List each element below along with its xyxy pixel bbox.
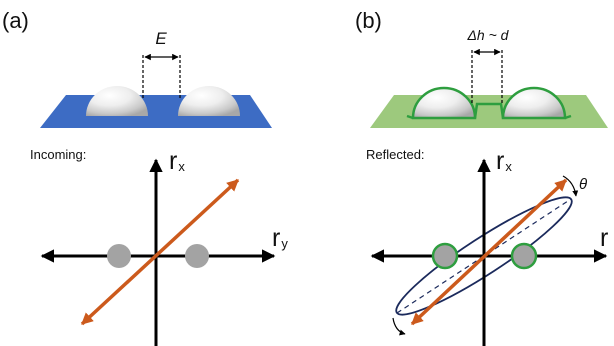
panel-b-label: (b) <box>355 8 382 33</box>
panel-a-dome-left <box>86 86 148 116</box>
panel-a-dome-right <box>178 86 240 116</box>
panel-b-angle-arc-top <box>562 175 579 197</box>
panel-b-surface <box>370 95 608 128</box>
panel-b-dome-right <box>501 86 567 120</box>
panel-b-contour <box>406 102 572 120</box>
panel-a-gap-label: E <box>155 29 167 48</box>
panel-b-gap-label: Δh ~ d <box>467 27 510 43</box>
panel-a-axis-vertical-label: rx <box>169 147 185 175</box>
panel-a-dot-left <box>107 244 131 268</box>
panel-a-dot-right <box>185 244 209 268</box>
panel-b-angle-arc-bottom <box>392 317 406 336</box>
panel-a-label: (a) <box>2 8 29 33</box>
panel-b-angle-label: θ <box>579 176 587 193</box>
panel-b-axis-horizontal-label: r <box>600 224 608 252</box>
panel-a-caption: Incoming: <box>30 147 86 162</box>
panel-a-ray <box>80 178 240 326</box>
panel-b-ray <box>410 178 568 326</box>
panel-a-axis-horizontal-label: ry <box>272 224 288 252</box>
panel-a: (a) E Incoming: rx ry <box>2 8 288 346</box>
panel-b-axis-vertical-label: rx <box>496 147 512 175</box>
panel-b-dome-left <box>411 86 477 120</box>
panel-b: (b) Δh ~ d Reflected: rx r θ <box>355 8 608 346</box>
panel-b-dot-right <box>510 242 538 270</box>
panel-b-dot-left <box>431 242 459 270</box>
panel-b-caption: Reflected: <box>366 147 425 162</box>
